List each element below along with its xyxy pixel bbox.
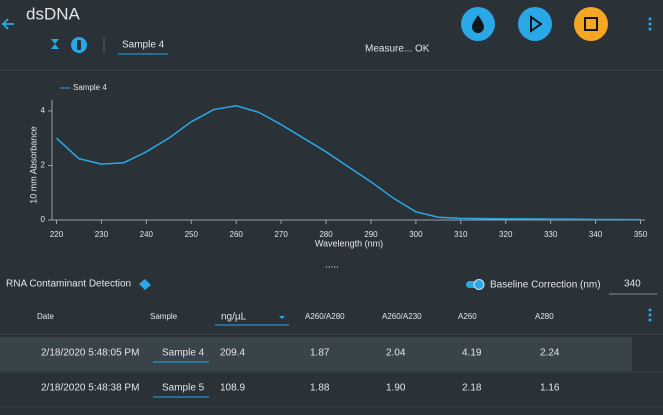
row-highlight [0, 337, 632, 371]
cell: 2.24 [540, 348, 560, 359]
menu-button[interactable] [648, 17, 652, 31]
cell: 1.16 [540, 383, 560, 394]
rna-icon[interactable] [139, 279, 151, 290]
legend-label: Sample 4 [73, 83, 107, 92]
x-tick-label: 290 [364, 230, 378, 239]
sample-tab[interactable]: Sample 4 [122, 40, 165, 51]
measure-button[interactable] [518, 7, 552, 41]
resize-handle[interactable]: ..... [325, 260, 339, 271]
x-tick-label: 340 [589, 230, 603, 239]
column-header: A260/A230 [382, 312, 422, 321]
column-header: A280 [535, 312, 554, 321]
sample-chip[interactable]: Sample 5 [162, 383, 205, 394]
table: Date Sample ng/µL A260/A280 A260/A230 A260 A28… [0, 308, 663, 408]
chart: Sample 4 Wavelength (nm) 10 mm Absorbanc… [28, 83, 647, 248]
x-tick-label: 310 [454, 230, 468, 239]
play-icon [530, 15, 543, 33]
x-tick-label: 230 [95, 230, 109, 239]
cell: 1.87 [310, 348, 330, 359]
cell: 1.88 [310, 383, 330, 394]
x-tick-label: 250 [185, 230, 199, 239]
x-tick-label: 320 [499, 230, 513, 239]
sample-chip[interactable]: Sample 4 [162, 348, 205, 359]
x-tick-label: 220 [50, 230, 64, 239]
x-tick-label: 300 [409, 230, 423, 239]
dropdown-arrow[interactable] [279, 316, 285, 319]
end-button[interactable] [574, 7, 608, 41]
status: Measure... OK [365, 44, 430, 55]
y-tick-label: 4 [41, 106, 46, 115]
spectrum-line [55, 104, 641, 221]
baseline-label: Baseline Correction (nm) [490, 280, 601, 291]
back-button[interactable] [1, 18, 14, 30]
column-header[interactable]: ng/µL [221, 312, 247, 323]
table-menu[interactable] [648, 308, 652, 322]
x-tick-label: 270 [274, 230, 288, 239]
hourglass-icon[interactable] [51, 39, 59, 49]
x-tick-label: 350 [634, 230, 648, 239]
drop-icon [472, 15, 484, 33]
cell: 4.19 [462, 348, 482, 359]
y-tick-label: 2 [41, 161, 46, 170]
y-tick-label: 0 [41, 215, 46, 224]
column-header: Date [37, 312, 54, 321]
cell: 2/18/2020 5:48:38 PM [41, 383, 139, 394]
stop-icon [584, 17, 598, 31]
cell: 2/18/2020 5:48:05 PM [41, 348, 139, 359]
cell: 2.04 [386, 348, 406, 359]
y-axis-label: 10 mm Absorbance [28, 126, 38, 204]
x-axis-label: Wavelength (nm) [315, 238, 383, 248]
cell: 2.18 [462, 383, 482, 394]
title: dsDNA [26, 4, 81, 23]
column-header: Sample [150, 312, 178, 321]
cell: 209.4 [220, 348, 245, 359]
x-tick-label: 330 [544, 230, 558, 239]
column-header: A260/A280 [305, 312, 345, 321]
cell: 1.90 [386, 383, 406, 394]
x-tick-label: 240 [140, 230, 154, 239]
baseline-toggle-knob [473, 279, 485, 290]
baseline-value[interactable]: 340 [624, 279, 641, 290]
column-header: A260 [458, 312, 477, 321]
x-tick-label: 280 [319, 230, 333, 239]
rna-label: RNA Contaminant Detection [6, 279, 131, 290]
x-tick-label: 260 [230, 230, 244, 239]
cell: 108.9 [220, 383, 245, 394]
sample-icon-tube [77, 40, 81, 50]
